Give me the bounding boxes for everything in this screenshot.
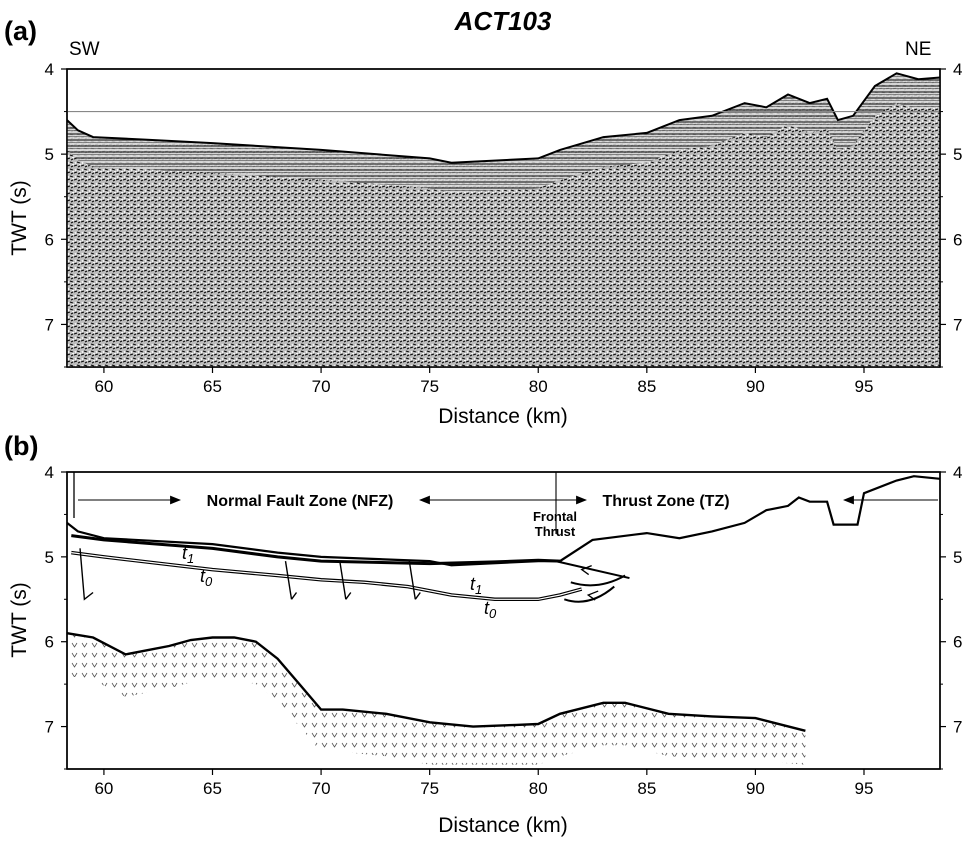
panel-b-ticks: 60 65 70 75 80 85 90 95 4 4 5 5 6 6 7 7	[45, 463, 963, 798]
thrust-imbricate	[563, 585, 615, 603]
seismic-layered-top	[67, 73, 940, 193]
panel-b-xlabel: Distance (km)	[438, 814, 568, 837]
sw-label: SW	[69, 39, 100, 60]
t0-label-left: t0	[200, 566, 213, 589]
y-tick-label-left: 5	[45, 548, 54, 567]
y-tick-label-right: 6	[953, 633, 962, 652]
horizon-t1	[71, 534, 561, 566]
x-tick-label: 85	[637, 779, 656, 798]
thrust-arrow	[580, 564, 592, 576]
x-tick-label: 70	[312, 779, 331, 798]
seafloor-line	[66, 475, 941, 567]
fault-tick	[345, 592, 352, 600]
y-tick-label-right: 7	[953, 315, 962, 334]
x-tick-label: 60	[94, 779, 113, 798]
panel-a-xlabel: Distance (km)	[438, 405, 568, 428]
t0-label-right: t0	[484, 598, 497, 621]
y-tick-label-left: 4	[45, 60, 54, 79]
x-tick-label: 80	[529, 377, 548, 396]
y-tick-label-right: 6	[953, 230, 962, 249]
y-tick-label-left: 6	[45, 230, 54, 249]
panel-a-border	[66, 68, 941, 368]
seismic-data-fill	[67, 73, 940, 368]
x-tick-label: 75	[420, 377, 439, 396]
t1-left-base: t	[182, 543, 188, 563]
x-tick-label: 65	[203, 779, 222, 798]
ne-label: NE	[905, 39, 931, 60]
figure-title: ACT103	[454, 6, 552, 36]
panel-a-seismic-section: 60 65 70 75 80 85 90 95 4 4 5 5 6 6 7 7 Distance (km) T…	[8, 60, 962, 428]
y-tick-label-left: 6	[45, 633, 54, 652]
x-tick-label: 65	[203, 377, 222, 396]
panel-b-border	[66, 471, 941, 770]
x-tick-label: 85	[637, 377, 656, 396]
panel-b-interpretation: Normal Fault Zone (NFZ) Thrust Zone (TZ)…	[8, 463, 962, 837]
panel-a-label: (a)	[4, 16, 37, 46]
y-tick-label-right: 5	[953, 548, 962, 567]
t1-right-base: t	[470, 574, 476, 594]
y-tick-label-right: 7	[953, 718, 962, 737]
y-tick-label-left: 7	[45, 718, 54, 737]
thrust-imbricates	[555, 560, 630, 603]
tz-label: Thrust Zone (TZ)	[602, 493, 729, 510]
normal-fault	[79, 548, 94, 601]
x-tick-label: 95	[855, 779, 874, 798]
t0-left-sub: 0	[205, 574, 213, 589]
x-tick-label: 60	[94, 377, 113, 396]
y-tick-label-left: 4	[45, 463, 54, 482]
x-tick-label: 95	[855, 377, 874, 396]
x-tick-label: 70	[312, 377, 331, 396]
t1-label-left: t1	[182, 543, 194, 566]
panel-b-label: (b)	[4, 431, 38, 461]
y-tick-label-left: 5	[45, 145, 54, 164]
thrust-arrow	[586, 590, 599, 601]
y-tick-label-right: 5	[953, 145, 962, 164]
seafloor-reflector	[66, 72, 941, 164]
t1-right-sub: 1	[475, 582, 482, 597]
y-tick-label-right: 4	[953, 463, 962, 482]
t0-right-base: t	[484, 598, 490, 618]
fault-tick	[414, 592, 421, 600]
t1-label-right: t1	[470, 574, 482, 597]
basement-volcanic-fill	[67, 633, 806, 765]
x-tick-label: 90	[746, 377, 765, 396]
frontal-thrust-label-2: Thrust	[535, 524, 576, 539]
fault-symbols	[79, 548, 421, 601]
nfz-label: Normal Fault Zone (NFZ)	[207, 493, 394, 510]
thrust-imbricate	[570, 574, 626, 587]
panel-b-frame	[66, 471, 941, 770]
horizon-t0-inner	[71, 552, 582, 600]
y-tick-label-right: 4	[953, 60, 962, 79]
frontal-thrust-label-1: Frontal	[533, 509, 577, 524]
x-tick-label: 90	[746, 779, 765, 798]
basement-line	[66, 632, 806, 732]
t1-left-sub: 1	[187, 551, 194, 566]
t0-left-base: t	[200, 566, 206, 586]
normal-fault	[284, 560, 293, 600]
t0-right-sub: 0	[489, 606, 497, 621]
normal-fault	[408, 560, 416, 600]
panel-a-ylabel: TWT (s)	[8, 180, 31, 255]
panel-a-ticks: 60 65 70 75 80 85 90 95 4 4 5 5 6 6 7 7	[45, 60, 963, 396]
y-tick-label-left: 7	[45, 315, 54, 334]
panel-b-ylabel: TWT (s)	[8, 582, 31, 657]
normal-fault	[339, 560, 347, 600]
fault-tick	[290, 592, 298, 600]
x-tick-label: 80	[529, 779, 548, 798]
x-tick-label: 75	[420, 779, 439, 798]
